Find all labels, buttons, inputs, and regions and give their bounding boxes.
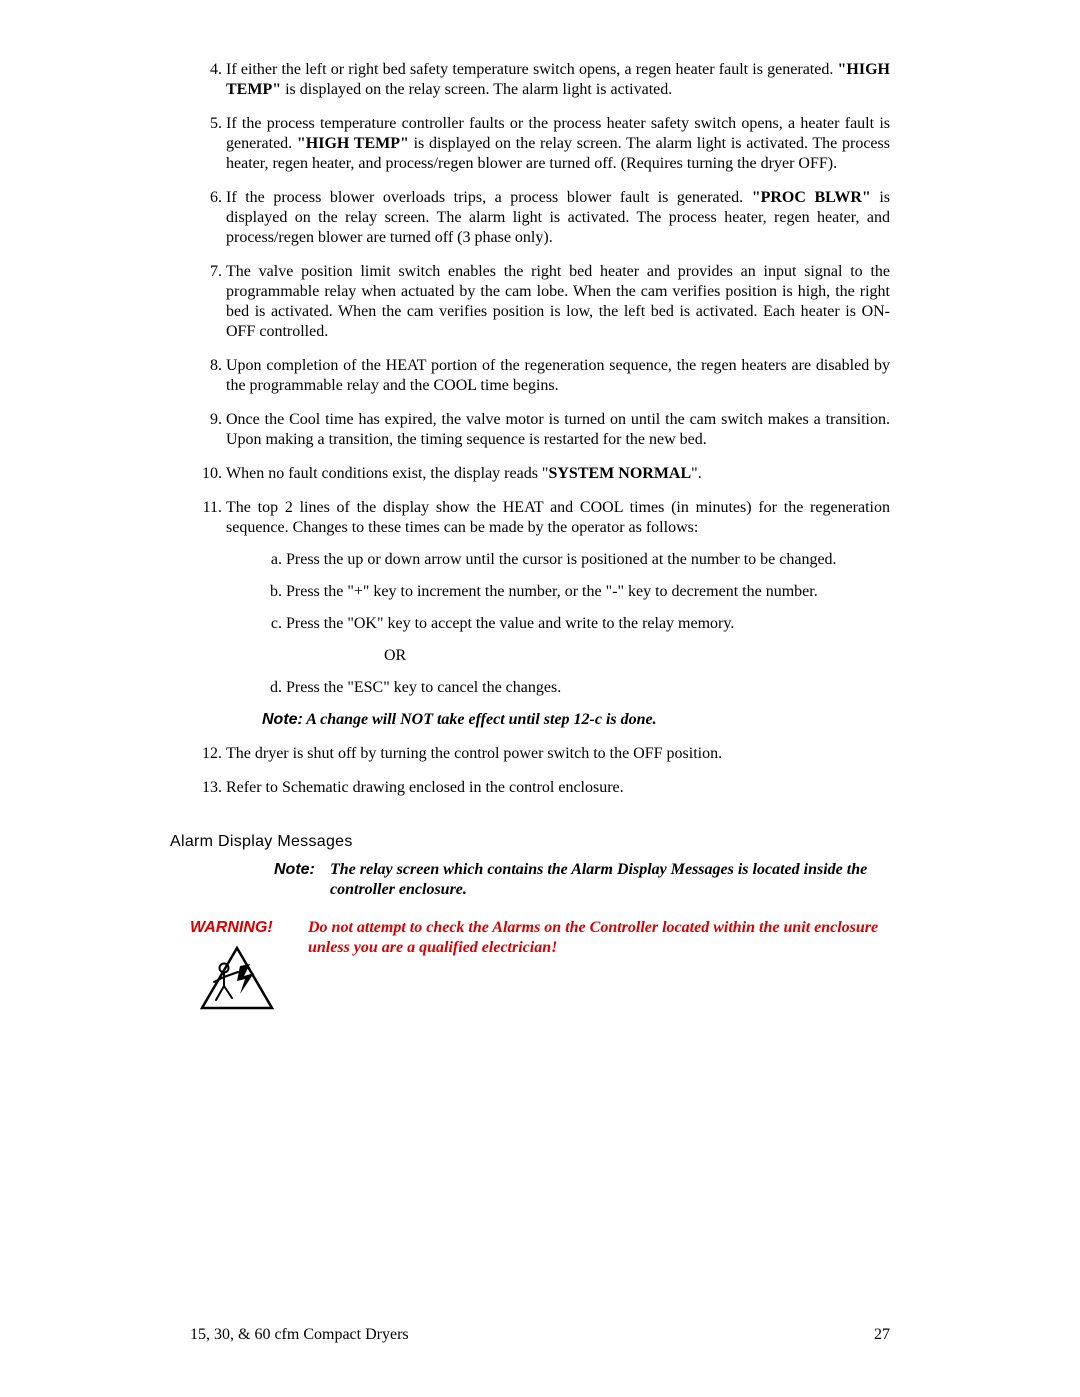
- footer-left: 15, 30, & 60 cfm Compact Dryers: [190, 1325, 409, 1345]
- list-item: Once the Cool time has expired, the valv…: [226, 410, 890, 450]
- list-item: If the process temperature controller fa…: [226, 114, 890, 174]
- document-page: If either the left or right bed safety t…: [0, 0, 1080, 1397]
- list-item: The top 2 lines of the display show the …: [226, 498, 890, 730]
- numbered-list: If either the left or right bed safety t…: [190, 60, 890, 798]
- footer-page-number: 27: [874, 1325, 890, 1345]
- sublist-item: Press the "+" key to increment the numbe…: [286, 582, 890, 602]
- list-item: The valve position limit switch enables …: [226, 262, 890, 342]
- alarm-note: Note: The relay screen which contains th…: [274, 860, 890, 900]
- list-item: Refer to Schematic drawing enclosed in t…: [226, 778, 890, 798]
- alpha-sublist: Press the up or down arrow until the cur…: [226, 550, 890, 698]
- sublist-item: Press the "OK" key to accept the value a…: [286, 614, 890, 634]
- list-item: The dryer is shut off by turning the con…: [226, 744, 890, 764]
- warning-block: WARNING! Do not attempt to check the Ala…: [190, 918, 890, 1020]
- inline-note: Note: A change will NOT take effect unti…: [262, 710, 890, 730]
- note-text: The relay screen which contains the Alar…: [330, 860, 890, 900]
- note-label: Note:: [274, 860, 330, 900]
- electric-hazard-icon: [198, 944, 308, 1020]
- warning-text: Do not attempt to check the Alarms on th…: [308, 918, 890, 1020]
- or-separator: OR: [384, 646, 890, 666]
- list-item: If either the left or right bed safety t…: [226, 60, 890, 100]
- sublist-item: Press the up or down arrow until the cur…: [286, 550, 890, 570]
- page-footer: 15, 30, & 60 cfm Compact Dryers 27: [190, 1325, 890, 1345]
- list-item: When no fault conditions exist, the disp…: [226, 464, 890, 484]
- alarm-heading: Alarm Display Messages: [170, 832, 890, 852]
- list-item: Upon completion of the HEAT portion of t…: [226, 356, 890, 396]
- warning-label: WARNING!: [190, 918, 308, 938]
- sublist-item: Press the "ESC" key to cancel the change…: [286, 678, 890, 698]
- list-item: If the process blower overloads trips, a…: [226, 188, 890, 248]
